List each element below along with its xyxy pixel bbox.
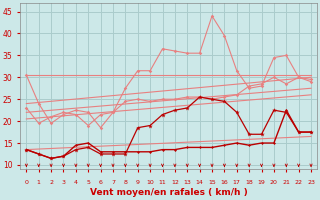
X-axis label: Vent moyen/en rafales ( km/h ): Vent moyen/en rafales ( km/h )	[90, 188, 248, 197]
